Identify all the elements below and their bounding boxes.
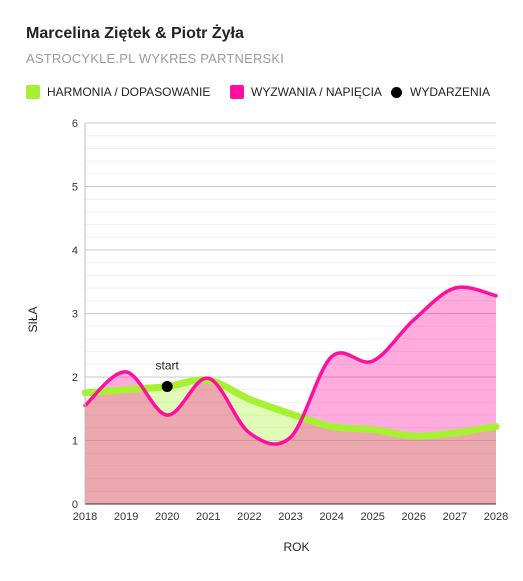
y-tick-label: 1: [72, 436, 78, 448]
legend-label-harmony: HARMONIA / DOPASOWANIE: [47, 85, 211, 99]
x-tick-label: 2027: [443, 511, 467, 523]
legend-item-events[interactable]: WYDARZENIA: [389, 84, 490, 100]
x-tick-label: 2026: [402, 511, 426, 523]
chart-subtitle: ASTROCYKLE.PL WYKRES PARTNERSKI: [26, 51, 285, 66]
chart-title: Marcelina Ziętek & Piotr Żyła: [26, 25, 244, 42]
y-axis-title: SIŁA: [26, 306, 40, 332]
series-lines: [81, 285, 500, 446]
y-tick-label: 0: [72, 499, 78, 511]
y-tick-labels: 0 1 2 3 4 5 6: [72, 118, 78, 511]
y-tick-label: 6: [72, 118, 78, 130]
x-tick-label: 2028: [484, 511, 508, 523]
legend: HARMONIA / DOPASOWANIE WYZWANIA / NAPIĘC…: [26, 84, 516, 100]
event-marker: [161, 381, 173, 393]
x-tick-label: 2022: [237, 511, 261, 523]
axes: [84, 123, 496, 505]
legend-label-events: WYDARZENIA: [410, 85, 491, 99]
x-axis-title: ROK: [283, 540, 309, 554]
x-tick-labels: 2018 2019 2020 2021 2022 2023 2024 2025 2026 2027…: [73, 511, 508, 523]
y-tick-label: 5: [72, 182, 78, 194]
x-tick-label: 2023: [278, 511, 302, 523]
legend-item-harmony[interactable]: HARMONIA / DOPASOWANIE: [26, 84, 210, 100]
y-tick-label: 2: [72, 372, 78, 384]
y-tick-label: 3: [72, 309, 78, 321]
major-gridlines: [85, 122, 496, 441]
legend-swatch-challenges: [230, 85, 244, 99]
x-tick-label: 2024: [319, 511, 343, 523]
x-tick-label: 2020: [155, 511, 179, 523]
x-tick-label: 2019: [114, 511, 138, 523]
series-line-1: [83, 285, 498, 446]
legend-item-challenges[interactable]: WYZWANIA / NAPIĘCIA: [230, 84, 382, 100]
legend-swatch-events: [391, 86, 402, 98]
event-label: start: [156, 359, 180, 373]
series-line-0: [81, 376, 500, 440]
series-areas: [85, 287, 496, 504]
series-area-1: [85, 287, 496, 504]
y-tick-label: 4: [72, 245, 78, 257]
legend-label-challenges: WYZWANIA / NAPIĘCIA: [251, 85, 382, 99]
series-area-0: [85, 379, 496, 504]
x-tick-label: 2018: [73, 511, 97, 523]
x-tick-label: 2021: [196, 511, 220, 523]
x-tick-label: 2025: [360, 511, 384, 523]
event-markers: start: [156, 359, 180, 393]
legend-swatch-harmony: [26, 85, 40, 99]
